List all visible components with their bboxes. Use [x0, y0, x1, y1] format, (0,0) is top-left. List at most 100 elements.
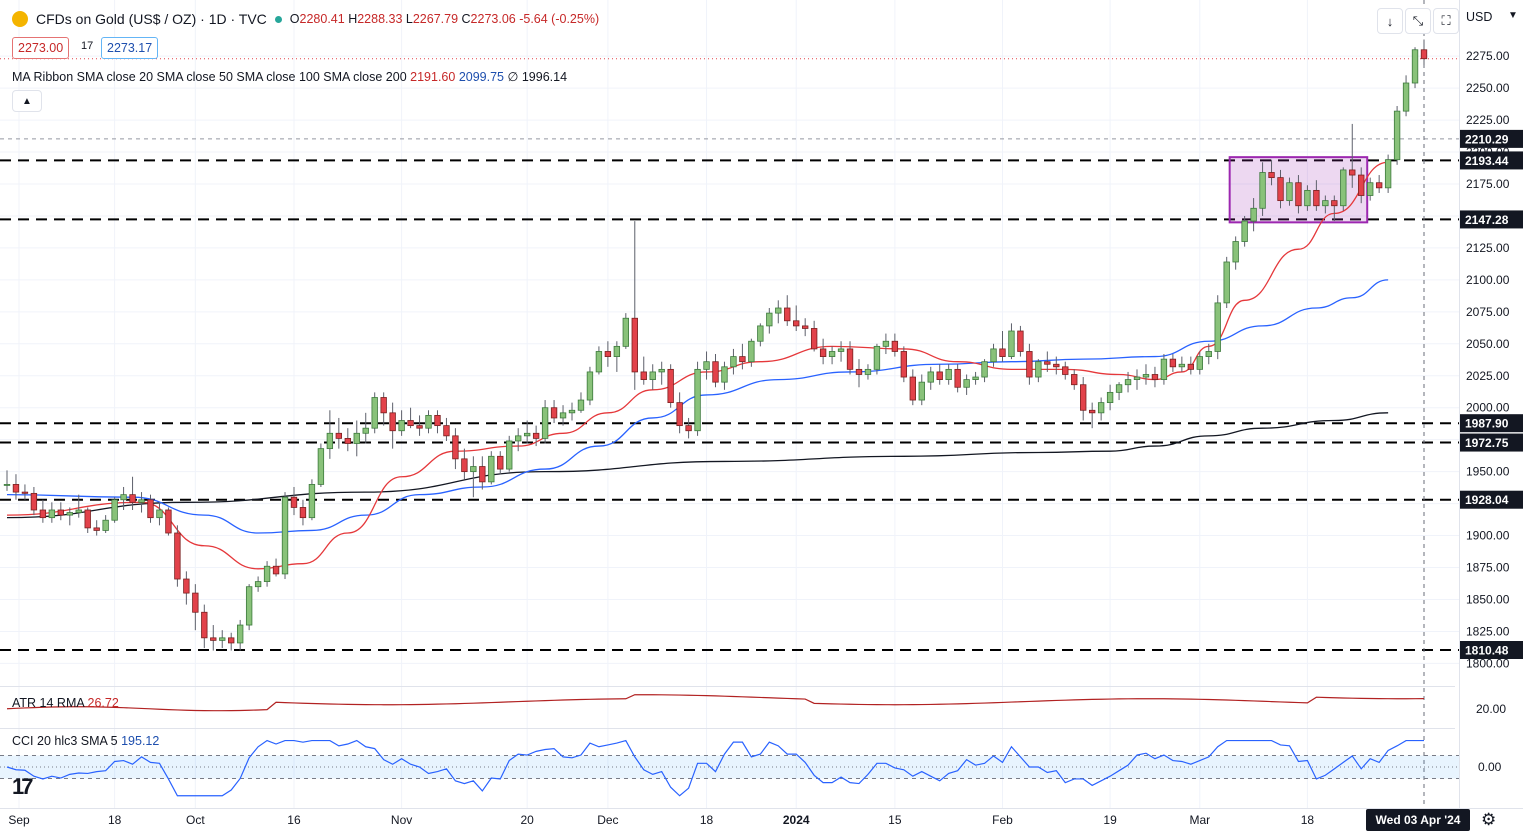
tradingview-logo-icon[interactable]: 17	[12, 774, 34, 799]
candle-body	[873, 345, 881, 370]
level-label-bg	[1460, 151, 1523, 170]
candle-body	[57, 509, 64, 516]
level-label-bg	[1460, 490, 1523, 509]
candle-body	[389, 412, 396, 432]
expand-button[interactable]: ⤡	[1405, 8, 1431, 34]
candle-body	[712, 361, 719, 383]
candle-body	[676, 402, 683, 427]
candle-body	[568, 409, 576, 414]
x-tick-label: Sep	[8, 813, 30, 827]
candle-body	[685, 425, 692, 432]
candle-body	[165, 509, 172, 534]
candle-body	[290, 496, 298, 508]
candle-body	[1178, 363, 1186, 368]
candle-body	[1375, 182, 1383, 189]
candle-body	[658, 368, 665, 373]
candle-body	[21, 491, 29, 494]
down-arrow-icon: ↓	[1386, 13, 1394, 29]
dotted-level-label-bg	[1460, 129, 1523, 148]
time-axis[interactable]: Sep 18 Oct 16 Nov 20 Dec 18 2024 15 Feb 19 Mar 18 Wed …	[0, 808, 1523, 832]
market-status-icon	[274, 15, 282, 23]
level-label-bg	[1460, 433, 1523, 452]
candle-body	[1008, 330, 1015, 357]
candle-body	[1124, 379, 1132, 386]
candle-body	[506, 440, 513, 470]
x-tick-label: 18	[108, 813, 122, 827]
open-value: 2280.41	[299, 12, 345, 26]
y-tick-label: 2125.00	[1466, 241, 1510, 255]
candle-body	[1088, 409, 1096, 414]
chevron-down-icon[interactable]: ▼	[1508, 10, 1518, 21]
cci-band	[0, 755, 1459, 779]
candle-body	[766, 312, 773, 327]
candle-body	[192, 592, 199, 613]
candle-body	[174, 532, 181, 580]
atr-line	[6, 694, 1425, 712]
candle-body	[1402, 82, 1410, 112]
y-tick-label: 1850.00	[1466, 592, 1510, 606]
candle-body	[1053, 363, 1060, 368]
down-arrow-button[interactable]: ↓	[1377, 8, 1403, 34]
atr-legend[interactable]: ATR 14 RMA 26.72	[12, 696, 119, 710]
level-label-bg	[1460, 414, 1523, 433]
candle-body	[515, 435, 522, 442]
candle-body	[864, 368, 872, 375]
candle-body	[1232, 241, 1239, 263]
candle-body	[129, 494, 136, 503]
candle-body	[102, 519, 109, 531]
fullscreen-button[interactable]: ⛶	[1433, 8, 1459, 34]
candle-body	[586, 371, 594, 401]
price-axis[interactable]: 1800.001825.001850.001875.001900.001925.…	[1459, 0, 1523, 808]
candle-body	[721, 366, 728, 383]
x-tick-label: Feb	[992, 813, 1013, 827]
candle-body	[120, 494, 127, 501]
x-tick-label: 15	[888, 813, 902, 827]
crosshair-date-label: Wed 03 Apr '24	[1376, 813, 1461, 827]
candle-body	[802, 325, 809, 329]
candle-body	[1340, 169, 1347, 207]
y-tick-label: 2100.00	[1466, 273, 1510, 287]
level-label-bg	[1460, 210, 1523, 229]
candle-body	[757, 325, 764, 342]
candle-body	[1026, 351, 1033, 378]
currency-selector[interactable]: USD	[1466, 10, 1493, 24]
candle-body	[775, 307, 782, 314]
settings-icon[interactable]: ⚙	[1481, 810, 1497, 829]
level-label: 1987.90	[1465, 417, 1509, 431]
candle-body	[272, 565, 280, 575]
candle-body	[461, 458, 468, 473]
candle-body	[1035, 361, 1042, 378]
candle-body	[1160, 358, 1168, 380]
candle-body	[147, 499, 154, 519]
candle-body	[1169, 358, 1177, 368]
candle-body	[649, 371, 656, 380]
expand-icon: ⤡	[1412, 13, 1424, 28]
candle-body	[479, 466, 486, 483]
y-tick-label: 1900.00	[1466, 529, 1510, 543]
cci-legend[interactable]: CCI 20 hlc3 SMA 5 195.12	[12, 734, 159, 748]
candle-body	[846, 348, 854, 370]
candle-body	[1071, 374, 1078, 386]
symbol-title[interactable]: CFDs on Gold (US$ / OZ) · 1D · TVC	[36, 11, 267, 27]
candle-body	[39, 509, 47, 519]
candle-body	[84, 509, 91, 529]
x-tick-label: Oct	[186, 813, 205, 827]
ma-ribbon-legend[interactable]: MA Ribbon SMA close 20 SMA close 50 SMA …	[12, 69, 567, 84]
ask-price[interactable]: 2273.17	[101, 37, 159, 59]
bid-price[interactable]: 2273.00	[12, 37, 70, 59]
chevron-up-icon: ▲	[22, 95, 32, 107]
candle-body	[1277, 177, 1284, 202]
candle-body	[541, 407, 549, 439]
collapse-legend-button[interactable]: ▲	[12, 90, 42, 112]
candle-body	[828, 351, 836, 357]
candle-body	[1304, 189, 1311, 207]
candle-body	[577, 399, 585, 411]
candle-body	[945, 368, 952, 380]
candle-body	[1322, 200, 1329, 207]
candle-body	[972, 376, 979, 380]
candle-body	[335, 432, 343, 439]
candle-body	[228, 637, 235, 644]
candle-body	[810, 328, 818, 350]
y-tick-label: 2175.00	[1466, 177, 1510, 191]
